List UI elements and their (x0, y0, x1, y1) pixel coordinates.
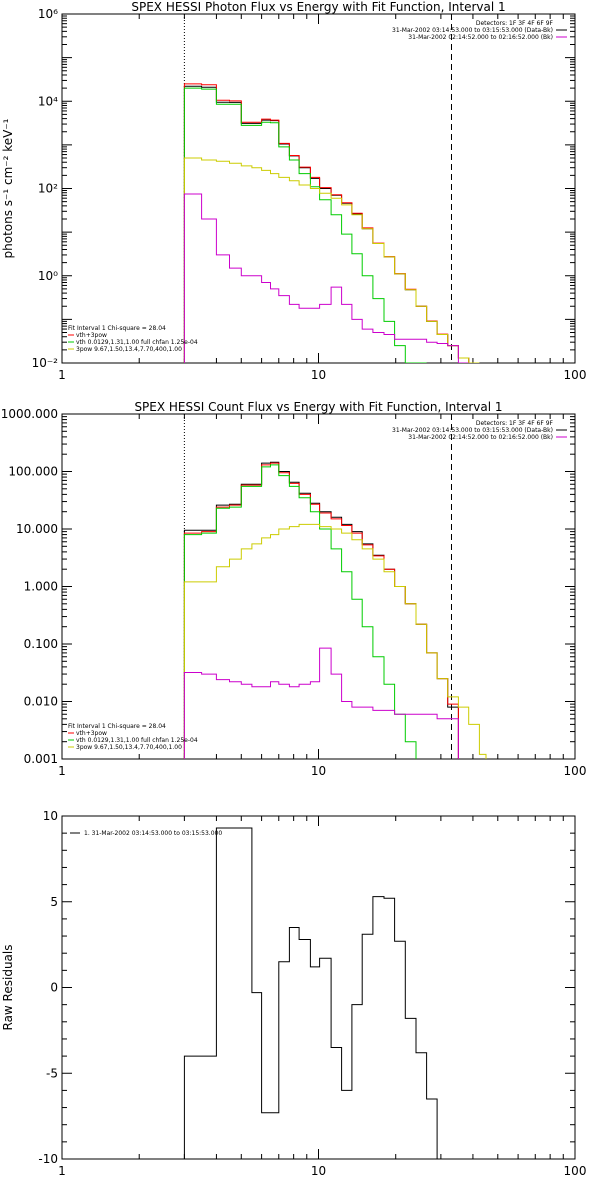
y-tick-label: 0.100 (24, 637, 58, 651)
x-tick-label: 10 (311, 764, 326, 778)
fit-legend-entry: vth 0.0129,1.31,1.00 full chfan 1.25e-04 (76, 339, 198, 346)
plot-frame (61, 413, 576, 760)
legend-entry: 31-Mar-2002 03:14:53.000 to 03:15:53.000… (392, 427, 553, 434)
series-line-1 (183, 827, 459, 1159)
plot-frame (61, 13, 576, 364)
y-tick-label: 1000.000 (1, 407, 58, 421)
y-tick-label: 0.010 (24, 695, 58, 709)
y-tick-label: 10² (38, 182, 58, 196)
legend-entry: 1. 31-Mar-2002 03:14:53.000 to 03:15:53.… (84, 830, 222, 837)
series-line-2 (183, 83, 470, 363)
fit-legend: Fit Interval 1 Chi-square = 28.04vth+3po… (68, 325, 198, 353)
y-tick-label: 10⁶ (38, 7, 58, 21)
x-tick-label: 100 (564, 368, 587, 382)
y-tick-label: -10 (38, 1152, 58, 1166)
x-tick-label: 1 (58, 1164, 66, 1178)
y-tick-label: 10⁻² (32, 356, 59, 370)
fit-legend-entry: vth 0.0129,1.31,1.00 full chfan 1.25e-04 (76, 737, 198, 744)
x-tick-label: 100 (564, 764, 587, 778)
x-tick-label: 100 (564, 1164, 587, 1178)
fit-legend-entry: vth+3pow (76, 730, 107, 737)
x-tick-label: 10 (311, 1164, 326, 1178)
y-tick-label: -5 (46, 1066, 58, 1080)
fit-legend-entry: Fit Interval 1 Chi-square = 28.04 (68, 325, 166, 332)
fit-legend-entry: vth+3pow (76, 332, 107, 339)
series-line-5 (183, 193, 469, 363)
fit-legend: Fit Interval 1 Chi-square = 28.04vth+3po… (68, 723, 198, 751)
legend-entry: Detectors: 1F 3F 4F 6F 9F (476, 20, 554, 27)
fit-legend-entry: 3pow 9.67,1.50,13.4,7.70,400,1.00 (76, 744, 182, 751)
series-line-5 (183, 647, 459, 759)
y-tick-label: 0.001 (24, 752, 58, 766)
series-line-4 (183, 523, 487, 759)
x-tick-label: 1 (58, 368, 66, 382)
y-tick-label: 10.000 (16, 522, 58, 536)
y-axis-label: photons s⁻¹ cm⁻² keV⁻¹ (1, 118, 15, 258)
y-tick-label: 10⁰ (38, 269, 58, 283)
fit-legend-entry: Fit Interval 1 Chi-square = 28.04 (68, 723, 166, 730)
chart-title: SPEX HESSI Photon Flux vs Energy with Fi… (131, 0, 505, 14)
x-tick-label: 1 (58, 764, 66, 778)
y-tick-label: 0 (50, 981, 58, 995)
series-line-3 (183, 87, 427, 363)
legend-entry: Detectors: 1F 3F 4F 6F 9F (476, 420, 554, 427)
series-line-1 (183, 85, 470, 363)
legend-entry: 31-Mar-2002 03:14:53.000 to 03:15:53.000… (392, 27, 553, 34)
chart-title: SPEX HESSI Count Flux vs Energy with Fit… (134, 400, 502, 414)
chart-panel-3: Raw Residuals 1 10 100 -10 -5 0 5 10 1. 31-Mar-20… (1, 809, 586, 1178)
y-tick-label: 10⁴ (38, 94, 58, 108)
chart-panel-2: SPEX HESSI Count Flux vs Energy with Fit… (1, 400, 587, 778)
y-tick-label: 1.000 (24, 580, 58, 594)
legend-entry: 31-Mar-2002 02:14:52.000 to 02:16:52.000… (408, 34, 553, 41)
series-line-3 (183, 464, 417, 759)
series-line-4 (183, 157, 480, 363)
x-tick-label: 10 (311, 368, 326, 382)
y-tick-label: 100.000 (8, 465, 58, 479)
chart-panel-1: SPEX HESSI Photon Flux vs Energy with Fi… (1, 0, 586, 382)
y-tick-label: 5 (50, 895, 58, 909)
plot-frame (61, 815, 576, 1160)
fit-legend-entry: 3pow 9.67,1.50,13.4,7.70,400,1.00 (76, 346, 182, 353)
legend: 1. 31-Mar-2002 03:14:53.000 to 03:15:53.… (70, 830, 222, 837)
legend-entry: 31-Mar-2002 02:14:52.000 to 02:16:52.000… (408, 434, 553, 441)
y-axis-label: Raw Residuals (1, 945, 15, 1031)
y-tick-label: 10 (43, 809, 58, 823)
